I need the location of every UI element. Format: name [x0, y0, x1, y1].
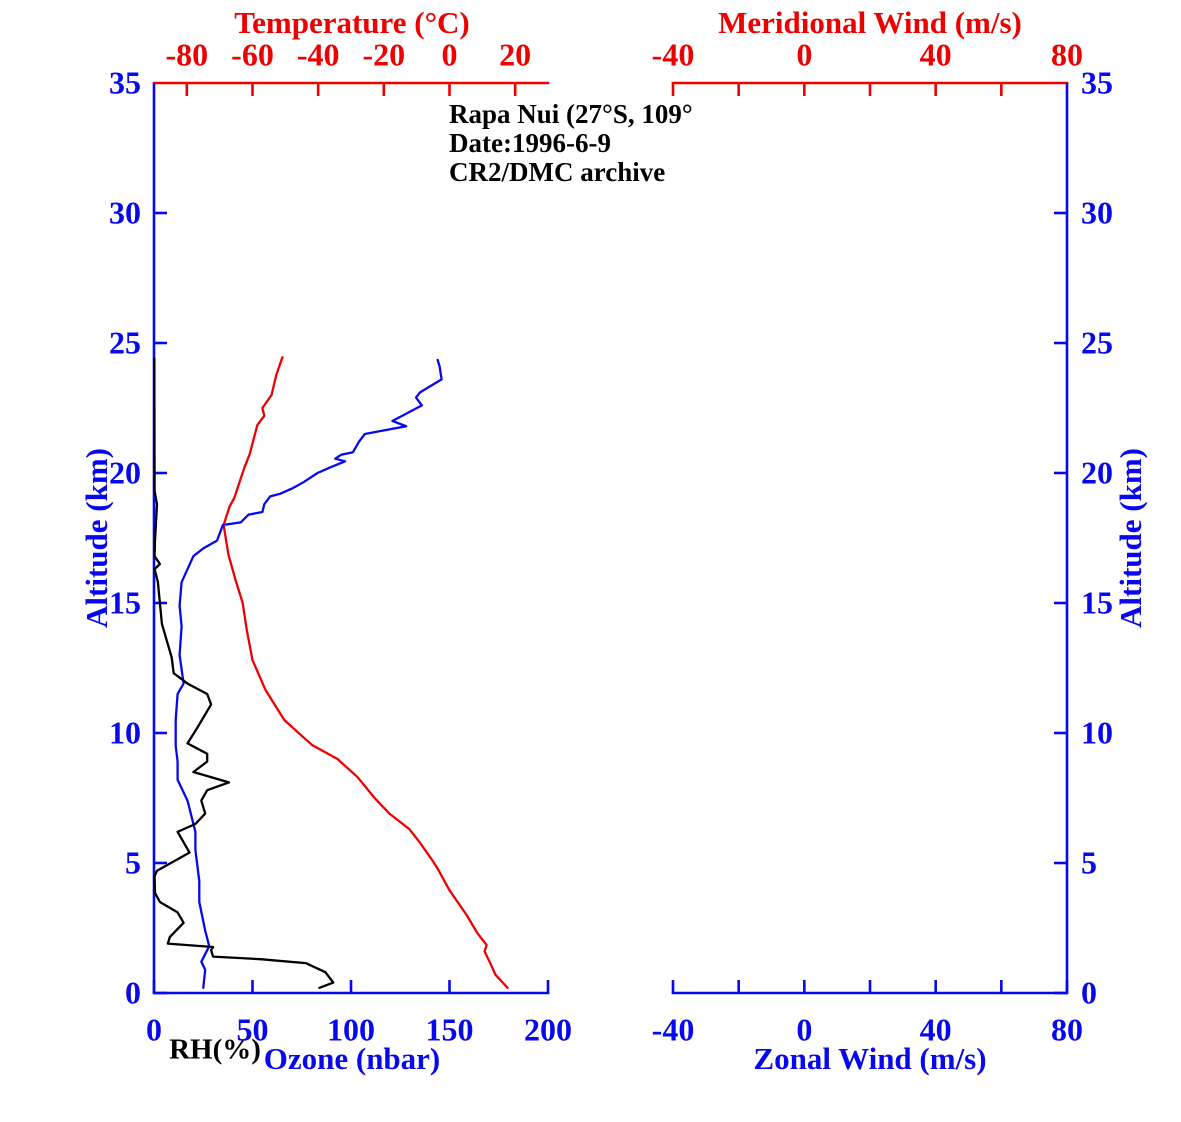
altitude-left-tick-label: 30 — [109, 194, 141, 231]
station-annotation-line3: CR2/DMC archive — [449, 157, 666, 187]
relative-humidity-curve — [153, 357, 335, 989]
bottom-axis-tick-label: 0 — [796, 1011, 813, 1048]
bottom-axis-tick-label: 80 — [1051, 1011, 1083, 1048]
station-annotation-line2: Date:1996-6-9 — [449, 128, 611, 158]
top-axis-tick-label: 0 — [441, 36, 458, 73]
altitude-left-tick-label: 20 — [109, 454, 141, 491]
altitude-left-tick-label: 10 — [109, 714, 141, 751]
altitude-left-tick-label: 25 — [109, 324, 141, 361]
top-axis-tick-label: 20 — [499, 36, 532, 73]
ozone-axis-title: Ozone (nbar) — [263, 1041, 441, 1076]
top-axis-tick-label: 80 — [1051, 36, 1083, 73]
station-annotation: Rapa Nui (27°S, 109° Date:1996-6-9 CR2/D… — [449, 100, 693, 187]
altitude-right-tick-label: 35 — [1081, 64, 1113, 101]
bottom-axis-tick-label: 100 — [327, 1011, 375, 1048]
altitude-right-tick-label: 30 — [1081, 194, 1113, 231]
top-axis-tick-label: 40 — [919, 36, 952, 73]
bottom-axis-tick-label: -40 — [651, 1011, 695, 1048]
bottom-axis-tick-label: 0 — [146, 1011, 162, 1048]
altitude-right-tick-label: 5 — [1081, 844, 1097, 881]
bottom-axis-tick-label: 150 — [425, 1011, 474, 1048]
altitude-right-tick-label: 10 — [1081, 714, 1113, 751]
altitude-right-tick-label: 20 — [1081, 454, 1113, 491]
altitude-left-tick-label: 35 — [109, 64, 141, 101]
top-axis-tick-label: -60 — [231, 36, 274, 73]
altitude-left-tick-label: 15 — [109, 584, 141, 621]
temperature-curve — [222, 356, 509, 989]
altitude-left-tick-label: 5 — [125, 844, 141, 881]
rh-axis-label: RH(%) — [169, 1033, 261, 1066]
top-axis-tick-label: -80 — [165, 36, 209, 73]
bottom-axis-tick-label: 200 — [524, 1011, 572, 1048]
altitude-right-tick-label: 15 — [1081, 584, 1113, 621]
station-annotation-line1: Rapa Nui (27°S, 109° — [449, 99, 693, 129]
altitude-right-tick-label: 0 — [1081, 974, 1097, 1011]
altitude-right-axis-title: Altitude (km) — [1113, 448, 1148, 628]
bottom-axis-tick-label: 50 — [236, 1011, 269, 1048]
ozone-curve — [174, 358, 443, 989]
temperature-axis-title: Temperature (°C) — [234, 5, 470, 40]
altitude-right-tick-label: 25 — [1081, 324, 1113, 361]
altitude-left-tick-label: 0 — [125, 974, 141, 1011]
bottom-axis-tick-label: 40 — [919, 1011, 952, 1048]
top-axis-tick-label: 0 — [796, 36, 813, 73]
zonal-wind-axis-title: Zonal Wind (m/s) — [753, 1041, 987, 1076]
top-axis-tick-label: -20 — [362, 36, 406, 73]
meridional-wind-axis-title: Meridional Wind (m/s) — [718, 5, 1022, 40]
top-axis-tick-label: -40 — [296, 36, 340, 73]
top-axis-tick-label: -40 — [651, 36, 695, 73]
